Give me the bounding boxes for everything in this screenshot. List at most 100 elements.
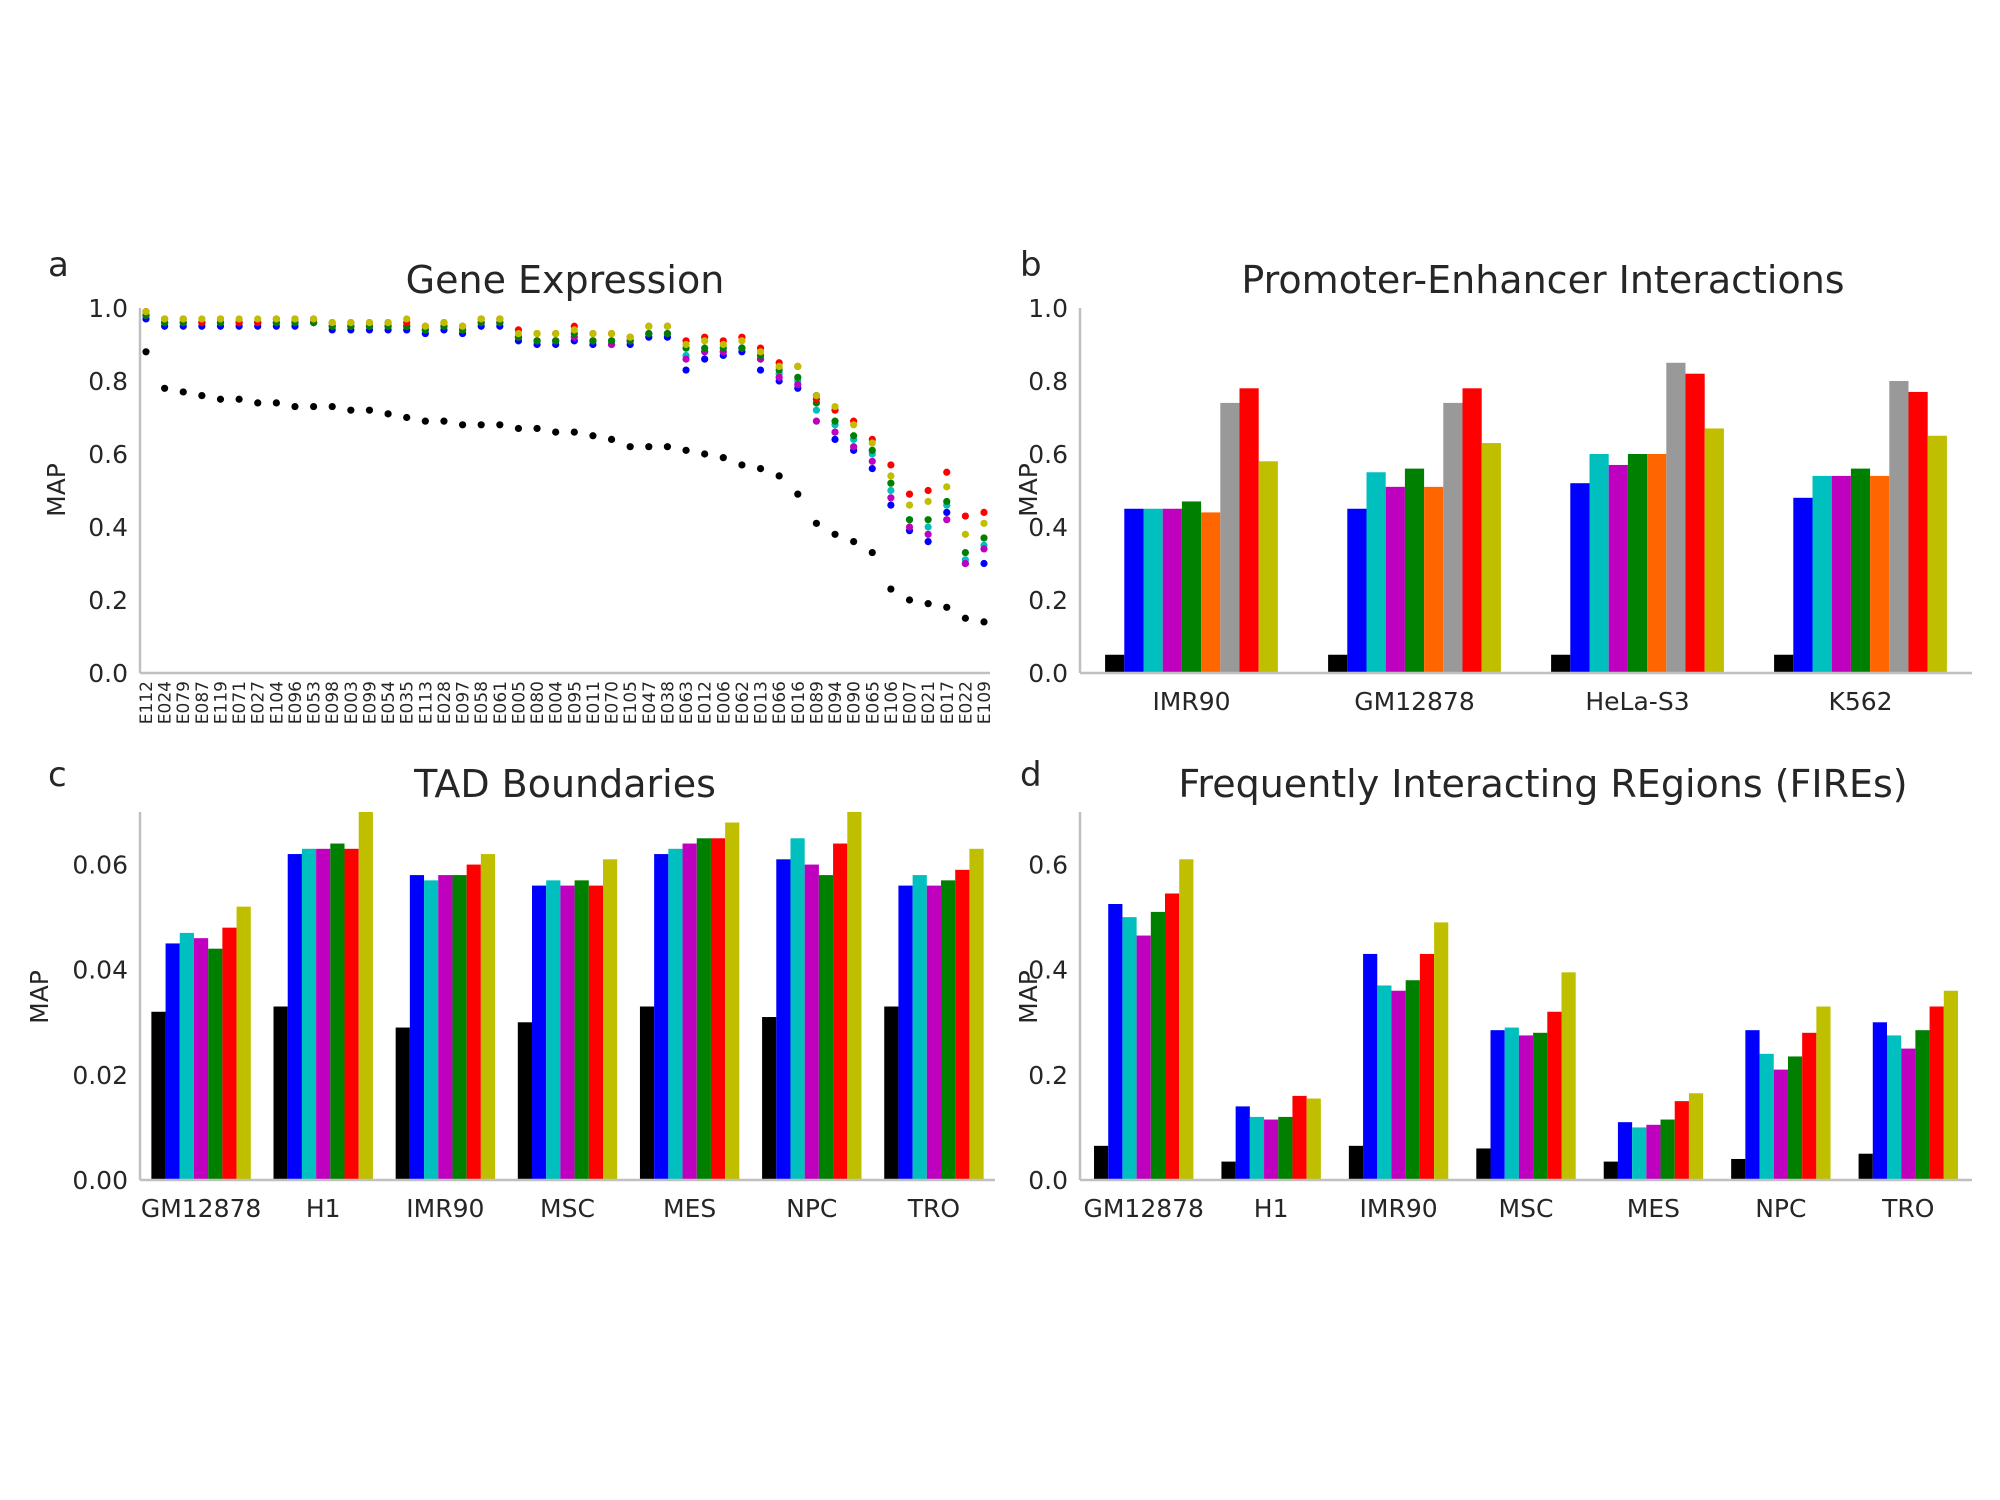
gene-expression-point [477, 315, 485, 323]
panel-d-bar [1094, 1145, 1109, 1180]
panel-c-bar [165, 943, 180, 1180]
panel-c-xticks: GM12878 H1 IMR90 MSC MES NPC TRO [141, 1194, 960, 1223]
panel-a-xtick-label: E066 [770, 681, 790, 724]
panel-c-bar [912, 875, 927, 1180]
panel-c-bar [884, 1006, 899, 1180]
gene-expression-point [943, 468, 951, 476]
gene-expression-point [440, 319, 448, 327]
panel-a-xtick-label: E054 [379, 681, 399, 724]
gene-expression-point [552, 428, 560, 436]
panel-a-xtick-label: E089 [807, 681, 827, 724]
panel-b-bar [1927, 435, 1947, 673]
panel-c-xtick-label: MES [663, 1194, 716, 1223]
gene-expression-point [887, 461, 895, 469]
gene-expression-point [756, 348, 765, 356]
gene-expression-point [905, 523, 914, 531]
panel-b-bar [1793, 497, 1813, 673]
gene-expression-point [198, 315, 206, 323]
gene-expression-point [794, 490, 802, 498]
gene-expression-point [384, 410, 392, 418]
panel-a-ytick-label: 0.8 [88, 367, 128, 396]
panel-a-xtick-label: E070 [603, 681, 623, 724]
panel-a-xtick-label: E013 [752, 681, 772, 724]
gene-expression-point [533, 337, 541, 345]
panel-b-bar [1774, 654, 1794, 673]
panel-c-ylabel: MAP [25, 970, 54, 1024]
panel-c-bar [574, 880, 589, 1180]
panel-a-xtick-label: E004 [547, 681, 567, 724]
gene-expression-point [887, 486, 895, 495]
panel-b-ytick-label: 0.6 [1028, 440, 1068, 469]
panel-b-bar [1666, 362, 1686, 673]
panel-d-bar [1759, 1053, 1774, 1180]
panel-b-ytick-label: 0.2 [1028, 586, 1068, 615]
panel-a-xticks: E112E024E079E087E119E071E027E104E096E053… [137, 681, 995, 724]
panel-d-bar [1221, 1161, 1236, 1180]
panel-c-bar [969, 848, 984, 1180]
gene-expression-point [850, 443, 858, 451]
panel-c-bar [330, 843, 345, 1180]
panel-a-xtick-label: E080 [528, 681, 548, 724]
gene-expression-point [552, 337, 560, 345]
gene-expression-point [719, 454, 727, 462]
gene-expression-point [701, 355, 709, 363]
gene-expression-point [850, 421, 858, 429]
gene-expression-point [943, 483, 951, 491]
panel-c-xtick-label: IMR90 [406, 1194, 484, 1223]
gene-expression-point [626, 333, 634, 341]
panel-b-bar [1704, 428, 1724, 673]
gene-expression-point [645, 322, 653, 330]
panel-c-bar [480, 854, 496, 1180]
panel-d-bar [1915, 1030, 1930, 1180]
gene-expression-point [850, 538, 858, 546]
gene-expression-point [943, 508, 951, 516]
panel-c-xtick-label: NPC [786, 1194, 837, 1223]
gene-expression-point [421, 322, 429, 330]
panel-b-bar [1462, 388, 1482, 673]
panel-d-bar [1419, 953, 1435, 1180]
gene-expression-point [458, 421, 467, 429]
panel-letter-a: a [48, 245, 69, 285]
gene-expression-point [868, 548, 876, 557]
panel-c-bar [179, 932, 194, 1180]
gene-expression-point [403, 315, 411, 323]
gene-expression-point [440, 417, 448, 425]
panel-d-bar [1136, 935, 1151, 1180]
panel-a-xtick-label: E106 [882, 681, 902, 724]
panel-b-bar [1366, 472, 1386, 673]
panel-a-title: Gene Expression [406, 258, 725, 302]
panel-d-bar [1108, 904, 1123, 1180]
panel-d-xtick-label: H1 [1254, 1194, 1289, 1223]
panel-b-xticks: IMR90 GM12878 HeLa-S3 K562 [1152, 687, 1892, 716]
panel-b-bar [1105, 654, 1125, 673]
gene-expression-point [403, 413, 411, 422]
panel-b-bar [1220, 402, 1240, 673]
panel-c-bar [847, 812, 862, 1180]
panel-c-yticks: 0.00 0.02 0.04 0.06 [72, 851, 128, 1195]
panel-d-bar [1603, 1161, 1618, 1180]
panel-a-xtick-label: E027 [249, 681, 269, 724]
gene-expression-point [235, 315, 243, 323]
panel-d-bar [1235, 1106, 1250, 1180]
panel-c-xtick-label: TRO [907, 1194, 960, 1223]
panel-a-xtick-label: E062 [733, 681, 753, 724]
gene-expression-point [943, 497, 951, 506]
panel-d-bar [1518, 1035, 1534, 1180]
gene-expression-point [589, 329, 597, 338]
panel-d-bar [1688, 1093, 1704, 1180]
gene-expression-point [142, 348, 150, 356]
panel-c-xtick-label: GM12878 [141, 1194, 261, 1223]
panel-b-bar [1889, 381, 1909, 673]
panel-d-bar [1547, 1011, 1562, 1180]
panel-c-bar [517, 1022, 532, 1180]
gene-expression-point [254, 315, 262, 323]
panel-a-gene-expression: a Gene Expression MAP 0.0 0.2 0.4 0.6 0.8 1.0… [42, 245, 995, 724]
panel-b-bar [1162, 508, 1182, 673]
panel-a-xtick-label: E096 [286, 681, 306, 724]
panel-b-bar [1685, 373, 1705, 673]
panel-c-bar [696, 838, 711, 1180]
gene-expression-point [365, 406, 374, 414]
panel-c-xtick-label: MSC [540, 1194, 595, 1223]
gene-expression-point [347, 319, 355, 327]
